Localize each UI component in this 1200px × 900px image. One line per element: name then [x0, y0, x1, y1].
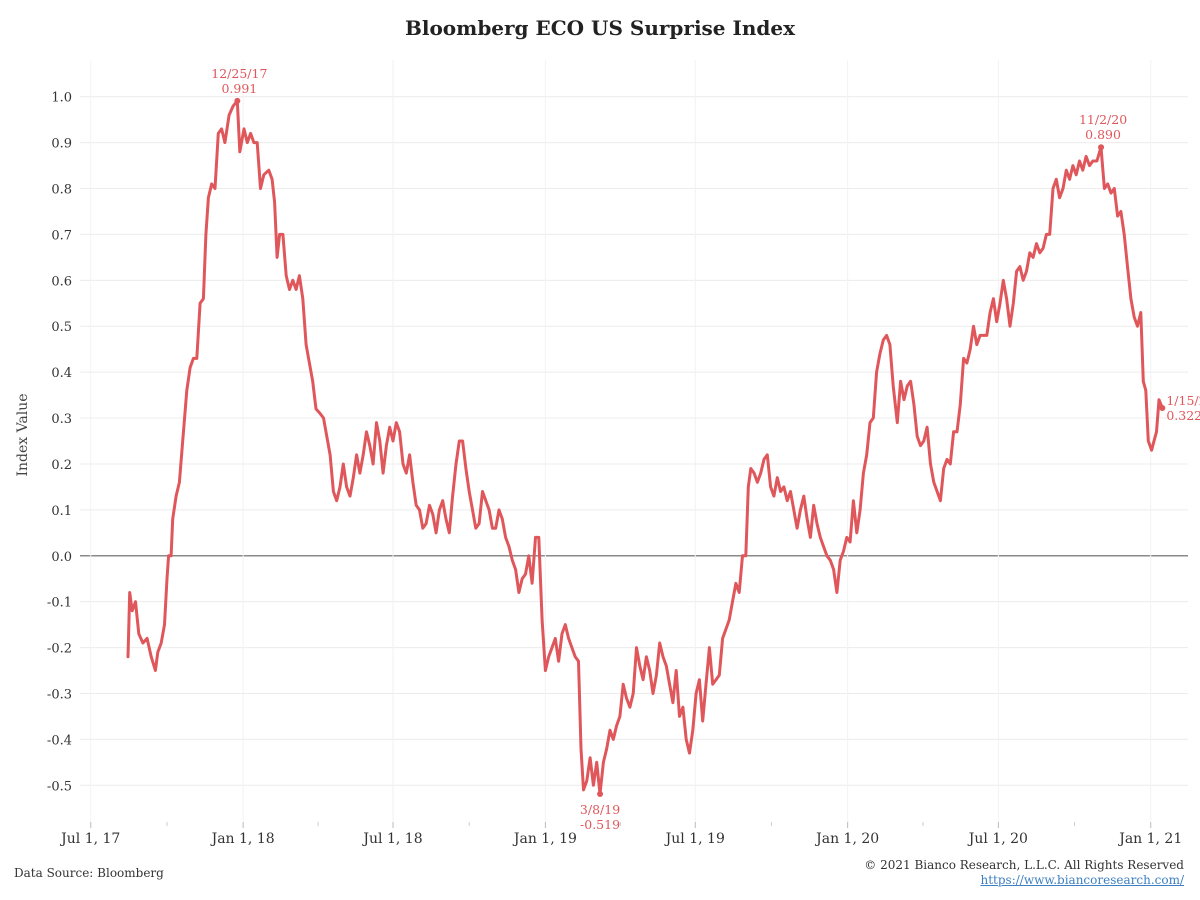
y-tick-label: -0.4 — [47, 733, 72, 748]
series-line — [126, 99, 1164, 796]
y-axis-label: Index Value — [15, 393, 31, 476]
y-tick-label: 0.9 — [51, 137, 72, 152]
y-tick-label: -0.2 — [47, 642, 72, 657]
y-tick-label: 0.1 — [51, 504, 72, 519]
annotation-date: 12/25/17 — [211, 66, 267, 81]
x-axis-ticks: Jul 1, 17 Jan 1, 18 Jul 1, 18 Jan 1, 19 Jul … — [59, 822, 1182, 847]
y-tick-label: 0.0 — [51, 550, 72, 565]
copyright: © 2021 Bianco Research, L.L.C. All Right… — [864, 858, 1184, 872]
x-tick-label: Jan 1, 19 — [512, 831, 577, 847]
annotation-marker — [1098, 144, 1105, 151]
y-tick-label: 0.6 — [51, 274, 72, 289]
annotation-date: 11/2/20 — [1079, 112, 1127, 127]
y-tick-label: 0.2 — [51, 458, 72, 473]
y-tick-label: -0.3 — [47, 687, 72, 702]
annotation-marker — [597, 790, 604, 797]
x-tick-label: Jul 1, 17 — [59, 831, 120, 847]
x-tick-label: Jul 1, 20 — [967, 831, 1028, 847]
x-tick-label: Jan 1, 20 — [814, 831, 879, 847]
annotation-value: -0.519 — [580, 817, 620, 832]
data-source: Data Source: Bloomberg — [14, 866, 164, 880]
y-tick-label: 1.0 — [51, 91, 72, 106]
y-axis-ticks: 1.0 0.9 0.8 0.7 0.6 0.5 0.4 0.3 0.2 0.1 0.0 -0.1 -0.… — [47, 91, 72, 795]
annotation-date: 3/8/19 — [580, 802, 620, 817]
annotation-value: 0.991 — [221, 81, 257, 96]
y-tick-label: 0.5 — [51, 320, 72, 335]
y-tick-label: -0.1 — [47, 596, 72, 611]
y-tick-label: 0.7 — [51, 228, 72, 243]
y-tick-label: -0.5 — [47, 779, 72, 794]
x-tick-label: Jan 1, 18 — [210, 831, 275, 847]
y-tick-label: 0.3 — [51, 412, 72, 427]
annotation-value: 0.890 — [1085, 127, 1121, 142]
chart-title: Bloomberg ECO US Surprise Index — [404, 16, 796, 40]
series-layer — [126, 99, 1164, 796]
gridlines — [80, 60, 1188, 822]
annotation-date: 1/15/21 — [1166, 393, 1200, 408]
x-tick-label: Jul 1, 19 — [664, 831, 725, 847]
annotation-value: 0.322 — [1166, 408, 1200, 423]
y-tick-label: 0.8 — [51, 183, 72, 198]
annotations-layer: 12/25/170.991 3/8/19-0.519 11/2/200.890 1/1… — [211, 66, 1200, 832]
annotation-marker — [234, 97, 241, 104]
x-tick-label: Jul 1, 18 — [361, 831, 422, 847]
website-link[interactable]: https://www.biancoresearch.com/ — [980, 873, 1184, 887]
y-tick-label: 0.4 — [51, 366, 72, 381]
x-tick-label: Jan 1, 21 — [1117, 831, 1182, 847]
footer-credits: © 2021 Bianco Research, L.L.C. All Right… — [864, 858, 1184, 888]
annotation-marker — [1159, 404, 1166, 411]
